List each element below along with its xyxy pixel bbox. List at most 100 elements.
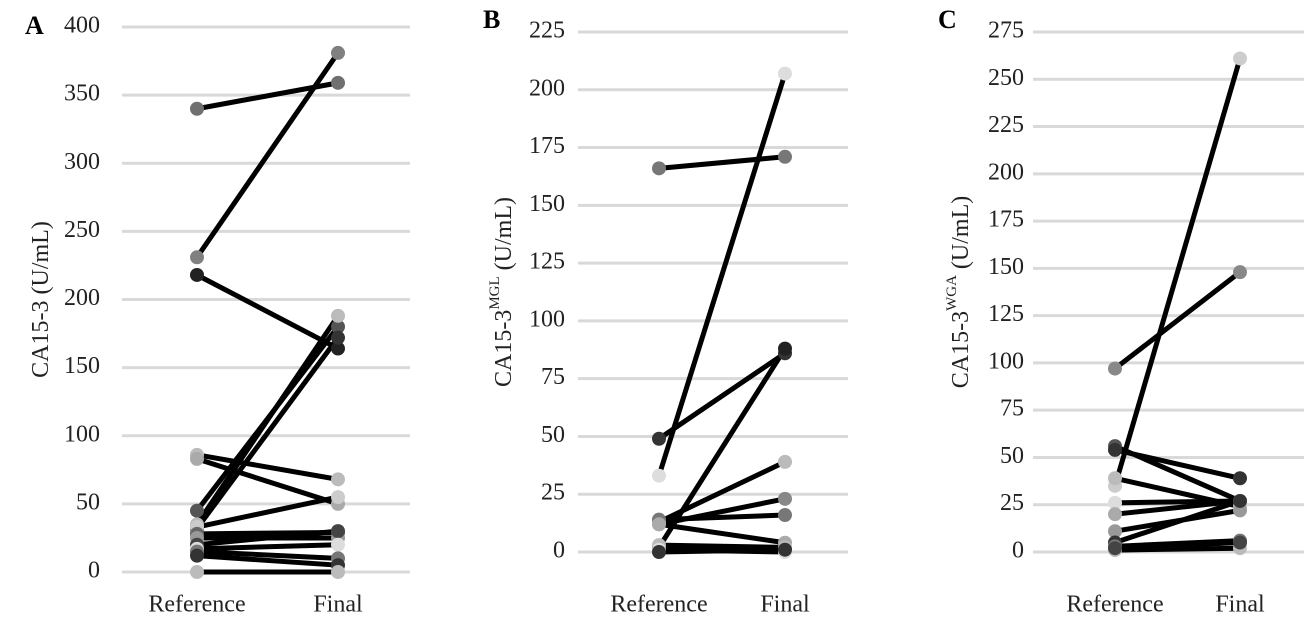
y-tick-label: 300 (64, 149, 100, 175)
series-line (656, 350, 788, 442)
data-point (331, 565, 345, 579)
data-point (1233, 493, 1247, 508)
data-point (652, 545, 666, 559)
series-line (1112, 447, 1243, 481)
y-axis-label-unit: (U/mL) (948, 196, 974, 269)
series-line (1112, 545, 1243, 553)
x-tick-label: Reference (148, 592, 245, 618)
y-tick-label: 175 (988, 207, 1024, 233)
series-line (1112, 540, 1243, 551)
data-point (778, 341, 792, 356)
data-point (190, 267, 204, 282)
y-tick-label: 150 (529, 191, 565, 217)
panel-label: B (483, 5, 500, 34)
data-point (1108, 524, 1122, 539)
series-line (656, 547, 788, 555)
series-line (194, 335, 341, 531)
data-point (778, 149, 792, 164)
series-line (194, 50, 341, 260)
y-axis-label-base: CA15-3 (28, 300, 54, 377)
y-tick-label: 175 (529, 133, 565, 159)
series-line (656, 154, 788, 171)
data-point (331, 537, 345, 552)
y-axis-label-sup: WGA (944, 275, 960, 311)
x-tick-label: Final (1215, 592, 1265, 618)
data-point (1233, 51, 1247, 66)
y-tick-label: 0 (553, 538, 565, 564)
series-line (194, 542, 341, 552)
y-axis-label: CA15-3WGA (U/mL) (944, 196, 973, 388)
y-tick-label: 25 (541, 480, 565, 506)
data-point (1108, 495, 1122, 510)
series-line (194, 456, 341, 507)
y-tick-label: 125 (529, 249, 565, 275)
y-axis-label-base: CA15-3 (948, 311, 974, 388)
y-tick-label: 250 (988, 65, 1024, 91)
x-tick-label: Final (313, 592, 363, 618)
data-point (331, 45, 345, 60)
series-line (1112, 498, 1243, 546)
data-point (190, 548, 204, 563)
y-tick-label: 50 (541, 422, 565, 448)
y-axis-label-sup: MGL (487, 276, 503, 309)
series-line (656, 521, 788, 546)
y-tick-label: 350 (64, 81, 100, 107)
y-axis-label-base: CA15-3 (491, 310, 517, 387)
data-point (331, 341, 345, 356)
y-tick-label: 400 (64, 13, 100, 39)
y-tick-label: 50 (1000, 443, 1024, 469)
data-point (652, 161, 666, 176)
data-point (652, 468, 666, 483)
series-line (194, 452, 341, 482)
data-point (331, 308, 345, 323)
y-axis-label: CA15-3 (U/mL) (28, 221, 54, 378)
series-line (194, 272, 341, 352)
data-point (1233, 471, 1247, 486)
y-tick-label: 250 (64, 217, 100, 243)
data-point (190, 451, 204, 466)
data-point (778, 66, 792, 81)
y-tick-label: 275 (988, 18, 1024, 44)
series-line (656, 71, 788, 479)
data-point (1108, 471, 1122, 486)
data-point (1108, 361, 1122, 376)
y-tick-label: 200 (529, 75, 565, 101)
data-point (1108, 541, 1122, 556)
y-tick-label: 25 (1000, 490, 1024, 516)
y-tick-label: 100 (529, 306, 565, 332)
series-line (1112, 269, 1243, 372)
series-line (194, 494, 341, 530)
data-point (190, 565, 204, 579)
data-point (652, 517, 666, 532)
series-line (1112, 498, 1243, 517)
x-tick-label: Final (760, 592, 810, 618)
y-tick-label: 225 (529, 18, 565, 44)
y-tick-label: 200 (988, 159, 1024, 185)
data-point (190, 101, 204, 116)
y-tick-label: 50 (76, 489, 100, 515)
data-point (778, 542, 792, 557)
data-point (331, 472, 345, 487)
data-point (190, 503, 204, 518)
data-point (778, 491, 792, 506)
y-axis-label: CA15-3MGL (U/mL) (487, 197, 516, 387)
y-tick-label: 125 (988, 301, 1024, 327)
data-point (1233, 535, 1247, 550)
data-point (652, 431, 666, 446)
y-tick-label: 100 (64, 421, 100, 447)
x-tick-label: Reference (610, 592, 707, 618)
y-tick-label: 0 (1012, 538, 1024, 564)
x-tick-label: Reference (1066, 592, 1163, 618)
data-point (778, 508, 792, 523)
data-point (1108, 507, 1122, 522)
panel-label: C (938, 5, 957, 34)
y-tick-label: 200 (64, 285, 100, 311)
y-tick-label: 75 (1000, 396, 1024, 422)
y-tick-label: 100 (988, 348, 1024, 374)
series-line (194, 528, 341, 548)
series-line (1112, 55, 1243, 489)
data-point (331, 490, 345, 505)
series-line (656, 542, 788, 550)
series-line (194, 549, 341, 561)
y-tick-label: 0 (88, 558, 100, 584)
